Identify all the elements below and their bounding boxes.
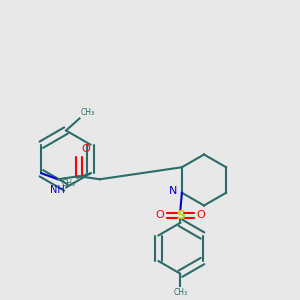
Text: O: O bbox=[156, 210, 164, 220]
Text: O: O bbox=[196, 210, 205, 220]
Text: O: O bbox=[81, 144, 90, 154]
Text: NH: NH bbox=[50, 185, 65, 195]
Text: CH₃: CH₃ bbox=[173, 288, 188, 297]
Text: N: N bbox=[169, 186, 177, 196]
Text: CH₃: CH₃ bbox=[81, 108, 95, 117]
Text: S: S bbox=[176, 209, 185, 222]
Text: CH₃: CH₃ bbox=[61, 179, 76, 188]
